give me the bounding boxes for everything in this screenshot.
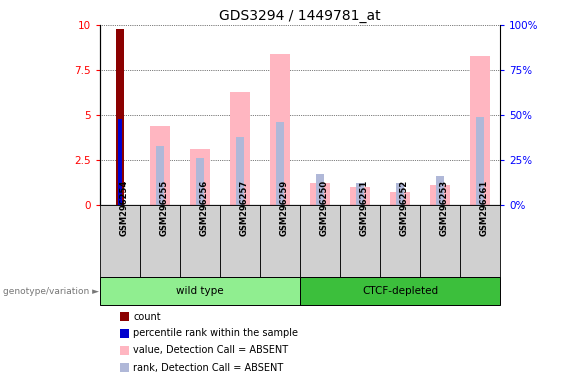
Text: GSM296256: GSM296256 [200,180,209,236]
Title: GDS3294 / 1449781_at: GDS3294 / 1449781_at [219,8,381,23]
Text: genotype/variation ►: genotype/variation ► [3,286,99,296]
Text: GSM296252: GSM296252 [400,180,409,236]
Bar [116,28,124,205]
Bar [100,205,140,277]
Bar [155,146,164,205]
Bar [436,176,445,205]
Bar [230,92,250,205]
Text: GSM296251: GSM296251 [360,180,369,236]
Text: GSM296254: GSM296254 [120,180,129,236]
Text: GSM296259: GSM296259 [280,180,289,236]
Text: CTCF-depleted: CTCF-depleted [362,286,438,296]
Bar [150,126,170,205]
Text: wild type: wild type [176,286,224,296]
Text: GSM296261: GSM296261 [480,180,489,236]
Bar [420,205,460,277]
Text: GSM296253: GSM296253 [440,180,449,236]
Bar [220,205,260,277]
Bar [180,205,220,277]
Bar [390,192,410,205]
Bar [310,184,330,205]
Bar [355,184,364,205]
Text: percentile rank within the sample: percentile rank within the sample [133,328,298,339]
Bar [118,119,122,205]
Bar [476,117,484,205]
Bar [300,205,340,277]
Bar [430,185,450,205]
Text: GSM296255: GSM296255 [160,180,169,236]
Bar [300,277,500,305]
Bar [380,205,420,277]
Bar [140,205,180,277]
Bar [316,174,324,205]
Text: value, Detection Call = ABSENT: value, Detection Call = ABSENT [133,346,288,356]
Text: GSM296250: GSM296250 [320,180,329,236]
Bar [195,158,205,205]
Bar [470,56,490,205]
Bar [260,205,300,277]
Bar [350,187,370,205]
Bar [190,149,210,205]
Bar [276,122,284,205]
Bar [396,184,405,205]
Bar [340,205,380,277]
Text: rank, Detection Call = ABSENT: rank, Detection Call = ABSENT [133,362,283,372]
Bar [100,277,300,305]
Bar [236,137,245,205]
Text: GSM296257: GSM296257 [240,180,249,236]
Bar [460,205,500,277]
Bar [270,54,290,205]
Text: count: count [133,311,160,321]
